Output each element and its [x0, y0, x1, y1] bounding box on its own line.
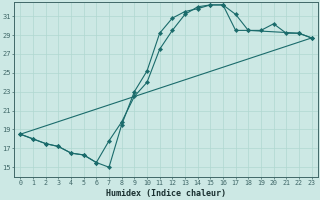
X-axis label: Humidex (Indice chaleur): Humidex (Indice chaleur) [106, 189, 226, 198]
